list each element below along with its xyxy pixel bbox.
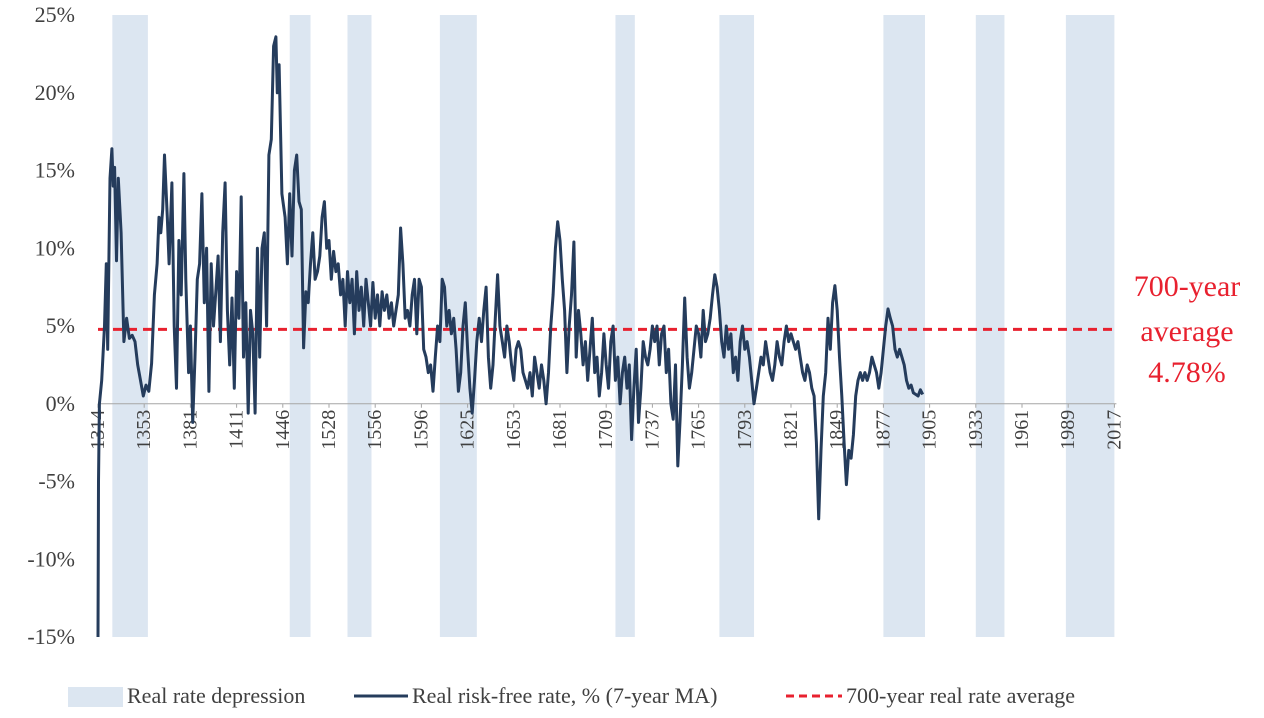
average-label-line-1: 700-year [1134, 270, 1241, 303]
x-tick-label: 1381 [179, 410, 201, 450]
x-tick-label: 1961 [1011, 410, 1033, 450]
x-axis: 1314 1353 1381 1411 1446 1528 1556 1596 1625 1653… [87, 403, 1125, 450]
x-tick-label: 1353 [133, 410, 155, 450]
x-tick-label: 1737 [641, 410, 663, 450]
x-tick-label: 1411 [226, 410, 248, 449]
y-tick-label: 20% [35, 80, 75, 105]
x-tick-label: 1556 [364, 410, 386, 450]
y-tick-label: -10% [27, 546, 75, 571]
x-tick-label: 1989 [1057, 410, 1079, 450]
legend-label-series: Real risk-free rate, % (7-year MA) [412, 683, 717, 708]
depression-band [615, 15, 635, 637]
y-tick-label: 25% [35, 2, 75, 27]
y-tick-label: 15% [35, 158, 75, 183]
legend-swatch-shade [68, 687, 123, 707]
depression-band [347, 15, 372, 637]
y-tick-label: 10% [35, 235, 75, 260]
x-tick-label: 1625 [457, 410, 479, 450]
x-tick-label: 1446 [272, 410, 294, 450]
x-tick-label: 1653 [503, 410, 525, 450]
x-tick-label: 2017 [1103, 410, 1125, 450]
x-tick-label: 1905 [919, 410, 941, 450]
series-line [96, 35, 925, 638]
legend-label-average: 700-year real rate average [846, 683, 1075, 708]
x-tick-label: 1793 [734, 410, 756, 450]
x-tick-label: 1596 [410, 410, 432, 450]
depression-bands [112, 15, 1115, 637]
legend: Real rate depression Real risk-free rate… [68, 683, 1075, 708]
x-tick-label: 1709 [595, 410, 617, 450]
x-tick-label: 1528 [318, 410, 340, 450]
x-tick-label: 1681 [549, 410, 571, 450]
y-tick-label: 0% [46, 391, 75, 416]
x-tick-label: 1821 [780, 410, 802, 450]
x-tick-label: 1765 [688, 410, 710, 450]
y-axis: 25% 20% 15% 10% 5% 0% -5% -10% -15% [27, 2, 75, 649]
depression-band [975, 15, 1005, 637]
depression-band [883, 15, 925, 637]
average-label-line-2: average [1140, 315, 1233, 348]
legend-label-shade: Real rate depression [127, 683, 305, 708]
y-tick-label: -15% [27, 624, 75, 649]
depression-band [719, 15, 755, 637]
depression-band [112, 15, 148, 637]
x-tick-label: 1933 [965, 410, 987, 450]
y-tick-label: 5% [46, 313, 75, 338]
x-tick-label: 1877 [872, 410, 894, 450]
y-tick-label: -5% [38, 469, 75, 494]
average-label-line-3: 4.78% [1148, 356, 1226, 389]
depression-band [289, 15, 311, 637]
depression-band [1065, 15, 1115, 637]
